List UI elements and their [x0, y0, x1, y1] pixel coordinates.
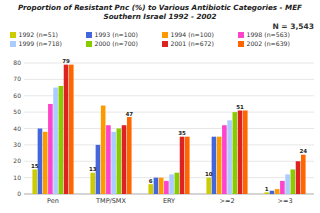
bar: [69, 65, 74, 194]
y-tick-label: 50: [13, 108, 21, 115]
legend: 1992 (n=51) 1993 (n=100) 1994 (n=100) 1998 …: [10, 31, 290, 47]
y-tick-label: 20: [13, 157, 21, 164]
y-tick-label: 10: [13, 174, 21, 181]
legend-label: 1992 (n=51): [19, 31, 59, 38]
bar: [32, 169, 37, 194]
data-label: 24: [299, 148, 307, 154]
legend-label: 1998 (n=563): [247, 31, 290, 38]
bar: [206, 178, 211, 194]
bar: [101, 106, 106, 194]
bar: [212, 137, 217, 194]
bar: [301, 155, 306, 194]
bar: [169, 174, 174, 194]
legend-swatch: [10, 32, 16, 38]
data-labels: 15 79 13 47 6 35 10 51 1 24: [31, 58, 307, 192]
bar: [122, 125, 127, 194]
bar: [38, 129, 43, 195]
y-tick-label: 80: [13, 59, 21, 66]
bar: [164, 181, 169, 194]
bar: [264, 192, 269, 194]
legend-swatch: [162, 41, 168, 47]
bar: [43, 132, 48, 194]
subtitle: Southern Israel 1992 - 2002: [103, 12, 216, 21]
y-tick-label: 40: [13, 125, 21, 132]
bar: [238, 110, 243, 194]
x-tick-label: Pen: [47, 197, 59, 205]
annotation: N = 3,543: [272, 22, 314, 31]
legend-label: 1993 (n=100): [95, 31, 138, 38]
data-label: 10: [205, 171, 213, 177]
bar: [291, 169, 296, 194]
legend-swatch: [238, 41, 244, 47]
y-tick-label: 30: [13, 141, 21, 148]
legend-swatch: [162, 32, 168, 38]
bar: [243, 110, 248, 194]
grid: [24, 63, 314, 194]
legend-label: 1999 (n=718): [19, 40, 62, 47]
bar: [270, 191, 275, 194]
y-tick-label: 60: [13, 92, 21, 99]
data-label: 13: [89, 166, 97, 172]
bar: [59, 86, 64, 194]
title: Proportion of Resistant Pnc (%) to Vario…: [18, 3, 302, 12]
legend-label: 1994 (n=100): [171, 31, 214, 38]
data-label: 15: [31, 163, 39, 169]
data-label: 6: [149, 178, 153, 184]
bar: [154, 178, 159, 194]
x-tick-label: >=2: [219, 197, 234, 205]
bar: [185, 137, 190, 194]
bar: [117, 129, 122, 195]
x-tick-label: >=3: [277, 197, 292, 205]
bar: [127, 117, 132, 194]
bar: [175, 173, 180, 194]
legend-swatch: [86, 32, 92, 38]
bar: [159, 178, 164, 194]
bar: [106, 125, 111, 194]
y-tick-label: 0: [17, 190, 21, 197]
bar: [217, 137, 222, 194]
bar: [296, 161, 301, 194]
y-tick-label: 70: [13, 75, 21, 82]
bar: [148, 184, 153, 194]
data-label: 47: [125, 111, 133, 117]
x-tick-label: ERY: [163, 197, 175, 205]
legend-label: 2002 (n=639): [247, 40, 290, 47]
bar: [227, 120, 232, 194]
legend-swatch: [238, 32, 244, 38]
bar: [53, 88, 58, 194]
data-label: 1: [265, 186, 269, 192]
bar: [233, 112, 238, 194]
data-label: 79: [62, 58, 70, 64]
bar: [180, 137, 185, 194]
legend-label: 2001 (n=672): [171, 40, 214, 47]
bar: [285, 174, 290, 194]
bar: [90, 173, 95, 194]
chart: Proportion of Resistant Pnc (%) to Vario…: [0, 0, 320, 213]
bar: [222, 125, 227, 194]
bar: [111, 132, 116, 194]
bar: [48, 104, 53, 194]
bar: [64, 65, 69, 194]
data-label: 35: [178, 130, 186, 136]
bar: [280, 181, 285, 194]
legend-label: 2000 (n=700): [95, 40, 138, 47]
x-tick-label: TMP/SMX: [95, 197, 126, 205]
bars: [32, 65, 305, 194]
bar: [275, 189, 280, 194]
data-label: 51: [236, 104, 244, 110]
legend-swatch: [10, 41, 16, 47]
legend-swatch: [86, 41, 92, 47]
